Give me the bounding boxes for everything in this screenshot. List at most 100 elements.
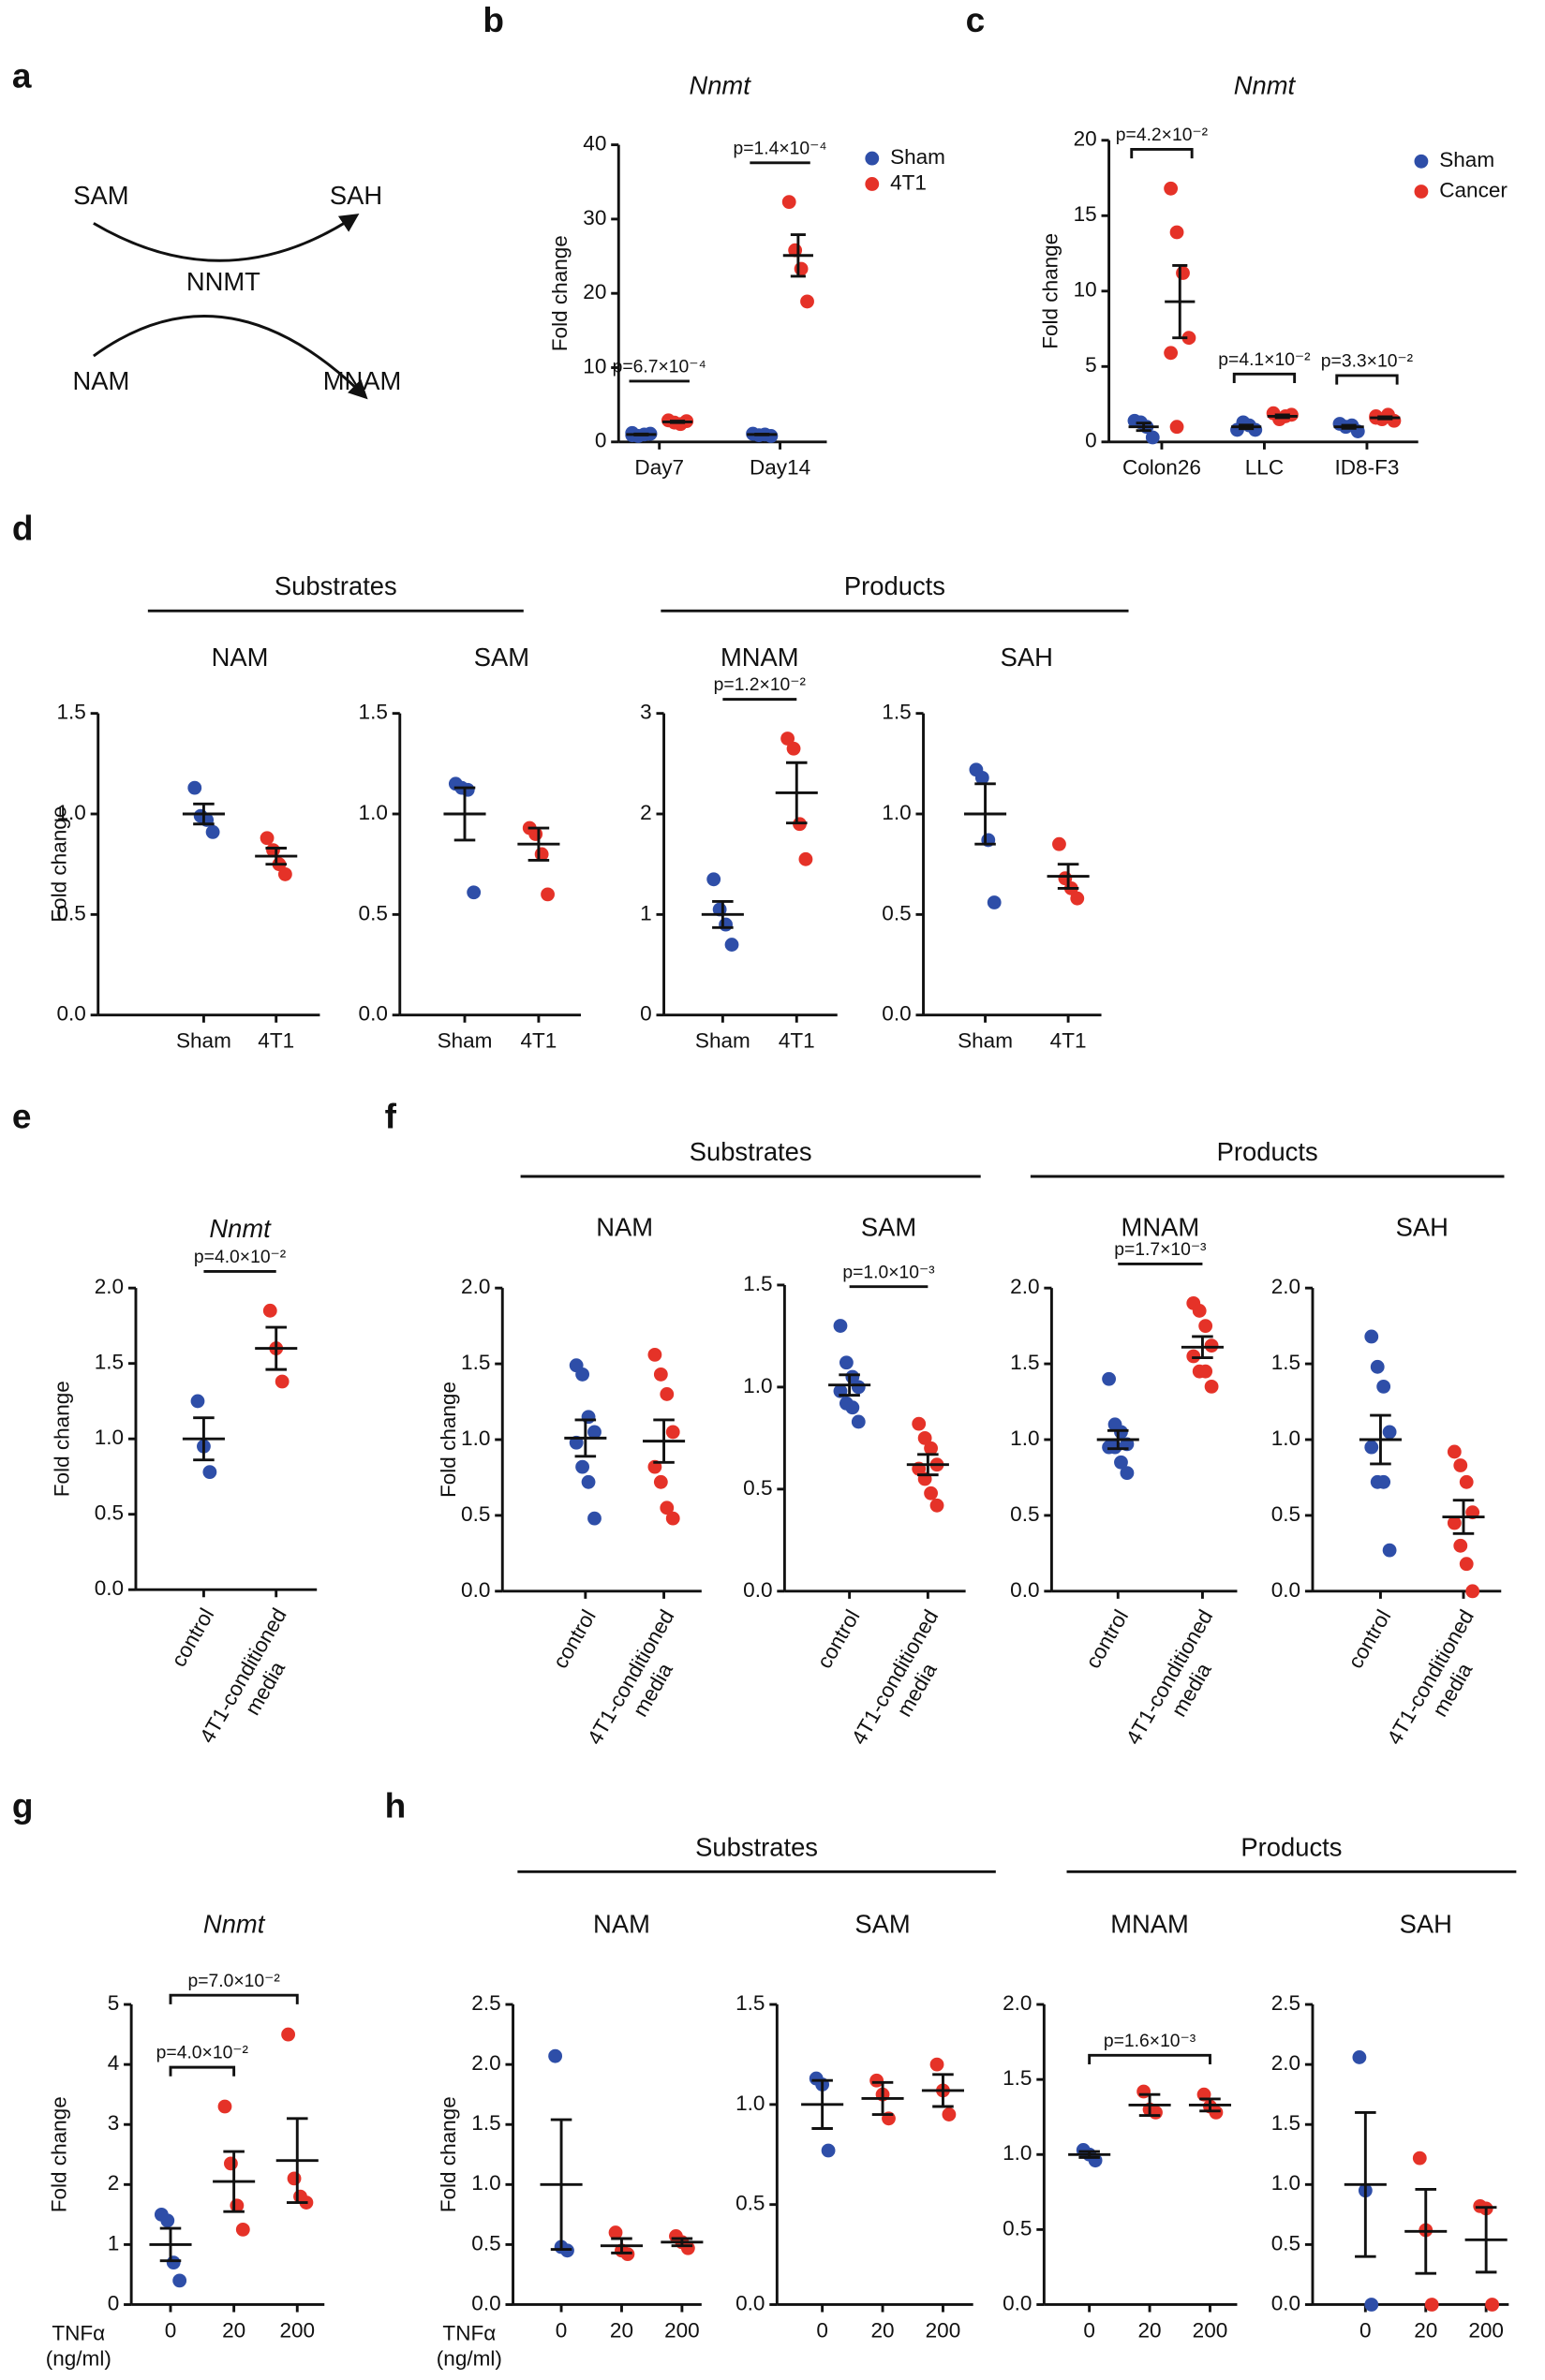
error-bar (1415, 2187, 1437, 2275)
data-point (1070, 891, 1085, 906)
data-point (281, 2027, 296, 2042)
data-point (794, 261, 809, 276)
y-tick-label: 5 (1085, 353, 1097, 377)
y-tick-label: 2.0 (1003, 1991, 1032, 2015)
error-bar (1199, 2097, 1221, 2113)
panel-label: c (966, 0, 986, 39)
data-point (575, 1367, 590, 1382)
data-point (1412, 2151, 1427, 2166)
data-point (653, 1474, 668, 1489)
data-point (166, 2255, 181, 2270)
data-point (1370, 1359, 1385, 1374)
data-point (929, 2057, 944, 2072)
y-tick-label: 1.5 (461, 1351, 490, 1374)
data-point (1447, 1444, 1462, 1459)
data-point (581, 1474, 596, 1489)
data-point (653, 1367, 668, 1382)
data-point (1120, 1466, 1135, 1481)
legend-marker (1414, 185, 1429, 199)
y-tick-label: 0.0 (359, 1002, 388, 1026)
enzyme-label: NNMT (186, 267, 260, 296)
data-point (1192, 1304, 1207, 1318)
chart: SAH 0.0 0.5 1.0 1.5 2.0 control4T1-conditioned… (1271, 1213, 1502, 1749)
significance-bracket (1130, 147, 1194, 159)
x-tick-label: Sham (438, 1029, 493, 1053)
y-tick-label: 3 (640, 701, 652, 724)
data-point (172, 2273, 187, 2288)
data-point (187, 780, 202, 795)
x-tick-label: 200 (1468, 2318, 1504, 2342)
x-tick-label: 0 (165, 2318, 177, 2342)
y-tick-label: 1.5 (1003, 2066, 1032, 2090)
chart: Nnmt 0 10 20 30 40 Fold change Day7 Day14 Sham4T1… (548, 71, 945, 480)
y-tick-label: 5 (108, 1991, 120, 2015)
data-point (202, 1465, 217, 1480)
data-point (1424, 2298, 1439, 2312)
y-tick-label: 0.5 (471, 2231, 500, 2254)
data-point (217, 2099, 232, 2114)
p-value: p=1.4×10⁻⁴ (733, 139, 826, 158)
y-tick-label: 0.0 (743, 1578, 772, 1602)
chart-title: MNAM (721, 643, 799, 672)
y-tick-label: 1.5 (735, 1991, 765, 2015)
data-point (1209, 2105, 1224, 2120)
x-tick-label: Day14 (750, 456, 810, 480)
x-tick-label: 20 (222, 2318, 245, 2342)
y-tick-label: 0 (108, 2291, 120, 2314)
x-tick-label: 20 (871, 2318, 895, 2342)
chart-title: SAM (474, 643, 529, 672)
y-tick-label: 0 (640, 1002, 652, 1026)
y-tick-label: 0.0 (461, 1578, 490, 1602)
y-tick-label: 1 (108, 2231, 120, 2254)
x-tick-label: 200 (279, 2318, 315, 2342)
chart: SAM 0.0 0.5 1.0 1.5 control4T1-conditionedmed… (743, 1213, 966, 1749)
data-point (839, 1355, 854, 1370)
y-tick-label: 0.5 (359, 901, 388, 924)
data-point (665, 1511, 680, 1526)
data-point (917, 1430, 932, 1445)
y-tick-label: 0.0 (1271, 1578, 1300, 1602)
x-tick-label: Sham (958, 1029, 1013, 1053)
x-axis-label: TNFα (ng/ml) (437, 2322, 502, 2371)
group-header: Products (844, 571, 945, 600)
chart-title: SAM (861, 1213, 916, 1242)
y-tick-label: 1.5 (743, 1272, 772, 1295)
x-tick-label: Day7 (634, 456, 684, 480)
data-point (1145, 430, 1160, 445)
y-tick-label: 3 (108, 2111, 120, 2135)
chart-title: Nnmt (1234, 71, 1297, 100)
data-point (665, 1425, 680, 1440)
y-axis-label: Fold change (437, 1382, 460, 1498)
x-tick-label: control (548, 1605, 600, 1672)
chart-title: SAH (1400, 1910, 1452, 1939)
data-point (821, 2143, 836, 2158)
data-point (1164, 346, 1179, 361)
data-point (1376, 1379, 1391, 1394)
chart: Nnmt 0 5 10 15 20 Fold change Colon26 LLC ID8-F3 S… (1038, 71, 1508, 480)
y-tick-label: 0.5 (882, 901, 911, 924)
chart-title: SAH (1001, 643, 1053, 672)
chart: SAM 0.0 0.5 1.0 1.5 0 20 200 (735, 1910, 973, 2342)
error-bar (839, 1373, 860, 1397)
data-point (781, 195, 796, 210)
significance-bracket (1232, 372, 1297, 384)
error-bar (1107, 1428, 1129, 1451)
chart-title: SAH (1396, 1213, 1448, 1242)
chart-title: NAM (593, 1910, 650, 1939)
data-point (647, 1347, 662, 1362)
data-point (942, 2107, 957, 2121)
error-bar (159, 2226, 182, 2263)
y-tick-label: 0.0 (1271, 2291, 1300, 2314)
chart: NAM 0.0 0.5 1.0 1.5 Fold change Sham 4T1 (47, 643, 320, 1053)
chart-title: NAM (212, 643, 269, 672)
significance-bracket (169, 1993, 299, 2004)
p-value: p=4.1×10⁻² (1218, 350, 1311, 370)
data-point (764, 429, 779, 443)
error-bar (785, 761, 808, 825)
data-point (1459, 1557, 1474, 1572)
data-point (1382, 1425, 1397, 1440)
group-header: Products (1217, 1137, 1318, 1166)
y-tick-label: 0 (1085, 429, 1097, 452)
panel-label: e (12, 1097, 32, 1136)
x-tick-label: LLC (1245, 456, 1284, 480)
